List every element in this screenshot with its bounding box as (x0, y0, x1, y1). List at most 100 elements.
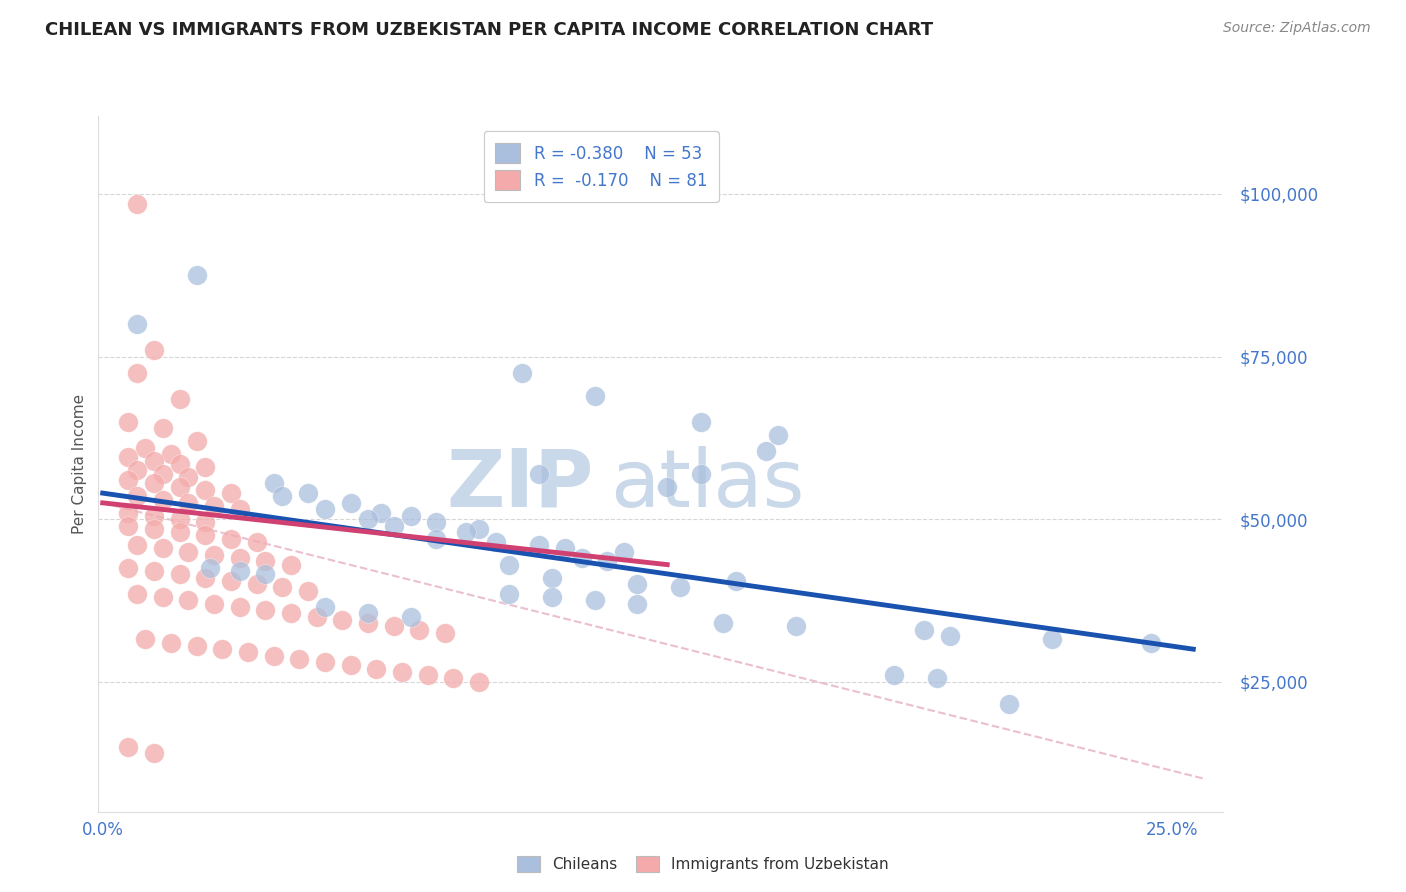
Point (169, 392, 191, 406)
Point (357, 512, 380, 526)
Point (441, 672, 464, 686)
Point (117, 518, 139, 533)
Point (498, 558, 520, 572)
Point (202, 597, 225, 611)
Point (117, 561, 139, 575)
Text: ZIP: ZIP (446, 446, 593, 524)
Point (152, 541, 174, 556)
Point (339, 496, 361, 510)
Legend: R = -0.380    N = 53, R =  -0.170    N = 81: R = -0.380 N = 53, R = -0.170 N = 81 (484, 131, 718, 202)
Point (194, 571, 217, 585)
Point (382, 518, 405, 533)
Point (169, 457, 191, 471)
Point (510, 366, 533, 380)
Point (143, 522, 166, 536)
Point (160, 635, 183, 649)
Point (433, 626, 456, 640)
Text: Source: ZipAtlas.com: Source: ZipAtlas.com (1223, 21, 1371, 36)
Point (160, 447, 183, 461)
Point (228, 564, 250, 578)
Point (540, 571, 562, 585)
Point (305, 609, 328, 624)
Point (228, 551, 250, 566)
Point (456, 525, 478, 540)
Point (246, 577, 269, 591)
Point (768, 427, 790, 442)
Point (202, 499, 225, 513)
Point (228, 599, 250, 614)
Point (330, 613, 353, 627)
Point (583, 388, 606, 402)
Point (626, 597, 648, 611)
Point (211, 642, 233, 657)
Point (186, 639, 208, 653)
Point (202, 548, 225, 562)
Point (186, 434, 208, 448)
Point (152, 467, 174, 481)
Point (416, 668, 439, 682)
Point (134, 441, 156, 455)
Point (117, 415, 139, 429)
Point (280, 558, 302, 572)
Point (117, 473, 139, 487)
Point (271, 581, 294, 595)
Point (219, 532, 242, 546)
Point (125, 538, 148, 552)
Point (391, 665, 413, 679)
Point (938, 629, 960, 643)
Point (314, 599, 336, 614)
Point (998, 698, 1021, 712)
Point (125, 196, 148, 211)
Point (711, 616, 734, 631)
Point (169, 512, 191, 526)
Point (177, 544, 200, 558)
Point (254, 603, 277, 617)
Point (288, 652, 311, 666)
Point (724, 574, 747, 588)
Point (382, 619, 405, 633)
Point (219, 574, 242, 588)
Point (912, 623, 935, 637)
Point (117, 506, 139, 520)
Point (263, 648, 285, 663)
Point (169, 567, 191, 582)
Point (194, 460, 217, 475)
Point (219, 486, 242, 500)
Point (613, 544, 636, 558)
Point (177, 470, 200, 484)
Point (246, 534, 269, 549)
Point (198, 561, 221, 575)
Point (370, 506, 392, 520)
Point (357, 616, 380, 631)
Point (254, 554, 277, 568)
Point (498, 587, 520, 601)
Point (527, 467, 550, 481)
Point (690, 415, 713, 429)
Text: atlas: atlas (610, 446, 804, 524)
Point (583, 593, 606, 607)
Point (554, 541, 576, 556)
Point (134, 632, 156, 647)
Point (125, 489, 148, 503)
Point (596, 554, 619, 568)
Point (468, 674, 491, 689)
Point (117, 450, 139, 465)
Point (177, 593, 200, 607)
Point (143, 343, 166, 357)
Point (366, 662, 388, 676)
Point (425, 532, 447, 546)
Point (339, 658, 361, 673)
Point (263, 476, 285, 491)
Legend: Chileans, Immigrants from Uzbekistan: Chileans, Immigrants from Uzbekistan (509, 848, 897, 880)
Point (236, 645, 259, 659)
Point (669, 581, 692, 595)
Point (408, 623, 430, 637)
Point (271, 489, 294, 503)
Point (280, 607, 302, 621)
Point (399, 508, 422, 523)
Point (425, 516, 447, 530)
Point (143, 746, 166, 760)
Point (571, 551, 593, 566)
Point (527, 538, 550, 552)
Point (125, 317, 148, 331)
